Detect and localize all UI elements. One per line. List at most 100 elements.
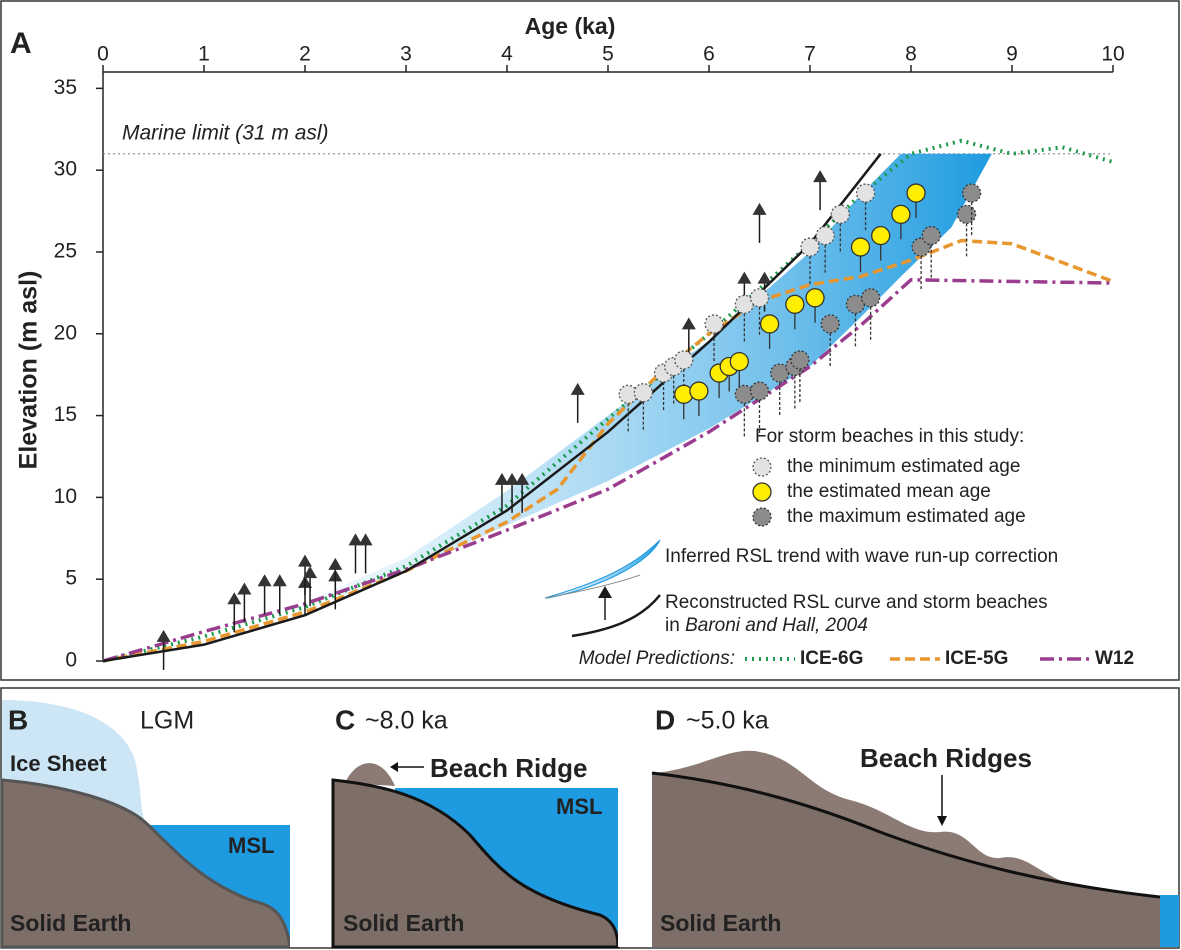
beach-point xyxy=(855,183,876,203)
x-tick-label: 10 xyxy=(1101,43,1124,66)
solid-earth xyxy=(652,773,1160,947)
solid-earth xyxy=(0,778,292,949)
storm-beach-arrow xyxy=(515,472,530,513)
baroni-line xyxy=(102,153,882,663)
panel-label: C xyxy=(335,704,355,735)
legend-label: the estimated mean age xyxy=(787,481,991,502)
x-tick-label: 1 xyxy=(198,43,210,66)
y-tick-label: 20 xyxy=(54,321,77,344)
earth-label: Solid Earth xyxy=(10,910,131,936)
ridge-label: Beach Ridges xyxy=(860,743,1032,773)
storm-beach-arrow xyxy=(227,592,242,633)
legend-label: ICE-6G xyxy=(800,648,863,669)
y-tick-label: 5 xyxy=(65,567,77,590)
baroni-legend-line xyxy=(571,594,661,638)
beach-point xyxy=(961,183,982,203)
panel-label: B xyxy=(8,704,28,735)
y-tick-label: 35 xyxy=(54,76,77,99)
beach-point xyxy=(815,225,835,246)
plot: 0 1 2 3 4 5 6 7 8 9 10 0 5 10 15 20 25 30 35 Marine limit (… xyxy=(54,43,1125,672)
arrow-head xyxy=(303,566,318,579)
solid-earth xyxy=(331,778,620,949)
sea-label: MSL xyxy=(228,833,274,858)
beach-point xyxy=(633,383,653,403)
arrow-head xyxy=(328,557,343,570)
panel-label: A xyxy=(10,27,32,60)
storm-beach-arrow xyxy=(813,170,828,211)
x-tick-label: 7 xyxy=(804,43,816,66)
beach-point xyxy=(906,183,926,203)
sea xyxy=(1160,895,1179,947)
arrow-head xyxy=(681,317,696,330)
beach-point xyxy=(674,350,694,370)
legend-marker xyxy=(752,507,772,527)
model-line xyxy=(102,278,1114,663)
x-tick-label: 3 xyxy=(400,43,412,66)
storm-beach-arrow xyxy=(505,472,520,513)
beach-point xyxy=(891,204,911,224)
storm-beach-arrow xyxy=(272,574,287,615)
period: ~8.0 ka xyxy=(365,707,448,735)
x-tick-label: 9 xyxy=(1006,43,1018,66)
period: ~5.0 ka xyxy=(686,707,769,735)
arrow-head xyxy=(358,533,373,546)
arrow-head xyxy=(348,533,363,546)
y-tick-label: 30 xyxy=(54,158,77,181)
arrow-head xyxy=(757,271,772,284)
beach-ridge xyxy=(345,763,395,786)
ridge-arrowhead xyxy=(937,816,947,826)
x-tick-label: 0 xyxy=(97,43,109,66)
gap xyxy=(290,689,333,947)
beach-point xyxy=(921,225,941,246)
legend-label: the maximum estimated age xyxy=(787,506,1026,527)
storm-beach-arrow xyxy=(494,472,509,513)
storm-beach-arrow xyxy=(298,554,312,595)
ice-label: Ice Sheet xyxy=(10,751,107,776)
beach-point xyxy=(689,381,709,401)
arrow-head xyxy=(515,472,530,485)
earth-label: Solid Earth xyxy=(343,910,464,936)
panel-a-frame xyxy=(0,0,1180,681)
storm-beach-arrow xyxy=(257,574,272,615)
storm-beach-arrow xyxy=(681,317,696,358)
surface xyxy=(651,771,1161,899)
legend-label: ICE-5G xyxy=(945,648,1008,669)
arrow-head xyxy=(752,202,767,215)
earth-label: Solid Earth xyxy=(660,910,781,936)
band-legend-text: Inferred RSL trend with wave run-up corr… xyxy=(665,546,1058,567)
points-legend-title: For storm beaches in this study: xyxy=(755,426,1024,447)
beach-point xyxy=(749,381,770,401)
beach-point xyxy=(790,350,810,370)
beach-point xyxy=(860,288,881,308)
ridge-arrowhead xyxy=(390,762,398,772)
legend-marker xyxy=(752,482,772,502)
storm-beach-arrow xyxy=(570,382,585,423)
x-tick-label: 4 xyxy=(501,43,513,66)
marine-limit-label: Marine limit (31 m asl) xyxy=(122,121,329,144)
beach-point xyxy=(785,294,805,314)
storm-beach-arrow xyxy=(348,533,363,574)
storm-beach-arrow xyxy=(358,533,373,574)
band-legend-icon xyxy=(544,539,661,599)
x-tick-label: 8 xyxy=(905,43,917,66)
beach-point xyxy=(805,288,825,308)
panel-b: B LGM Ice Sheet MSL Solid Earth xyxy=(0,700,292,949)
panel-d: D ~5.0 ka Beach Ridges Solid Earth xyxy=(651,704,1179,947)
arrow-head xyxy=(505,472,520,485)
period: LGM xyxy=(140,707,194,735)
baroni-legend-text: Reconstructed RSL curve and storm beache… xyxy=(665,592,1048,613)
storm-beach-arrow xyxy=(752,202,767,243)
beach-point xyxy=(800,237,820,257)
model-legend-title: Model Predictions: xyxy=(579,648,735,669)
arrow-head xyxy=(298,554,312,567)
band-legend-line xyxy=(544,574,641,599)
y-tick-label: 15 xyxy=(54,403,77,426)
arrow-head xyxy=(156,629,171,642)
rsl-band xyxy=(254,153,992,626)
y-tick-label: 25 xyxy=(54,240,77,263)
arrow-head xyxy=(737,271,752,284)
storm-beach-arrow xyxy=(328,557,343,598)
x-tick-label: 5 xyxy=(602,43,614,66)
legend-label: W12 xyxy=(1095,648,1134,669)
